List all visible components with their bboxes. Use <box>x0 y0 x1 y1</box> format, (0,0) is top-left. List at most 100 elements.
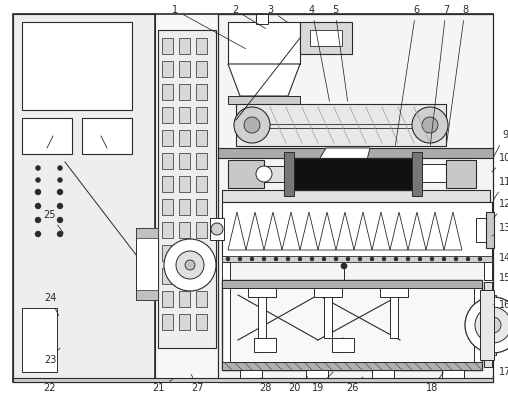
Text: 28: 28 <box>259 378 271 393</box>
Bar <box>162 107 173 123</box>
Bar <box>179 84 190 100</box>
Bar <box>162 291 173 307</box>
Text: 13: 13 <box>492 223 508 236</box>
Bar <box>162 199 173 215</box>
Circle shape <box>298 257 302 261</box>
Text: 25: 25 <box>44 210 64 233</box>
Bar <box>196 268 207 284</box>
Text: 2: 2 <box>232 5 266 29</box>
Text: 19: 19 <box>312 372 333 393</box>
Polygon shape <box>264 212 282 250</box>
Bar <box>196 107 207 123</box>
Circle shape <box>57 165 62 171</box>
Bar <box>162 268 173 284</box>
Polygon shape <box>354 212 372 250</box>
Bar <box>196 84 207 100</box>
Circle shape <box>430 257 434 261</box>
Polygon shape <box>390 212 408 250</box>
Bar <box>179 314 190 330</box>
Text: 14: 14 <box>493 253 508 263</box>
Bar <box>179 291 190 307</box>
Bar <box>300 22 352 54</box>
Text: 21: 21 <box>152 379 173 393</box>
Bar <box>162 176 173 192</box>
Polygon shape <box>228 64 300 96</box>
Text: 9: 9 <box>493 130 508 158</box>
Circle shape <box>465 297 508 353</box>
Bar <box>196 153 207 169</box>
Polygon shape <box>426 212 444 250</box>
Bar <box>218 14 493 382</box>
Polygon shape <box>336 212 354 250</box>
Bar <box>210 218 224 240</box>
Circle shape <box>286 257 290 261</box>
Circle shape <box>35 231 41 237</box>
Bar <box>306 370 328 382</box>
Bar <box>22 22 132 110</box>
Polygon shape <box>300 212 318 250</box>
Bar <box>484 262 492 280</box>
Polygon shape <box>372 212 390 250</box>
Bar <box>254 338 276 352</box>
Text: 22: 22 <box>40 378 56 393</box>
Bar <box>162 222 173 238</box>
Circle shape <box>478 257 482 261</box>
Bar <box>179 61 190 77</box>
Bar <box>412 152 422 196</box>
Bar <box>179 107 190 123</box>
Bar <box>136 228 158 300</box>
Bar <box>162 84 173 100</box>
Circle shape <box>185 260 195 270</box>
Circle shape <box>244 117 260 133</box>
Bar <box>82 118 132 154</box>
Bar <box>218 148 493 158</box>
Bar <box>222 256 492 262</box>
Bar <box>196 130 207 146</box>
Bar <box>314 288 342 297</box>
Polygon shape <box>408 212 426 250</box>
Text: 4: 4 <box>309 5 330 101</box>
Text: 3: 3 <box>267 5 288 22</box>
Bar <box>162 61 173 77</box>
Bar <box>22 308 57 372</box>
Circle shape <box>57 203 63 209</box>
Polygon shape <box>228 212 246 250</box>
Bar <box>258 296 266 338</box>
Circle shape <box>422 117 438 133</box>
Text: 23: 23 <box>44 348 60 365</box>
Text: 20: 20 <box>288 377 308 393</box>
Circle shape <box>256 166 272 182</box>
Bar <box>162 314 173 330</box>
Bar <box>324 296 332 338</box>
Bar <box>136 228 158 238</box>
Bar <box>230 288 474 362</box>
Bar <box>162 130 173 146</box>
Bar <box>484 282 492 367</box>
Text: 8: 8 <box>447 5 468 145</box>
Circle shape <box>418 257 422 261</box>
Bar <box>486 295 496 355</box>
Bar <box>222 280 482 370</box>
Bar <box>222 280 482 288</box>
Bar <box>228 96 300 104</box>
Circle shape <box>322 257 326 261</box>
Circle shape <box>164 239 216 291</box>
Circle shape <box>262 257 266 261</box>
Bar <box>332 338 354 352</box>
Circle shape <box>341 263 347 269</box>
Circle shape <box>176 251 204 279</box>
Text: 17: 17 <box>493 367 508 377</box>
Circle shape <box>406 257 410 261</box>
Bar <box>228 22 300 64</box>
Bar <box>179 153 190 169</box>
Bar <box>179 38 190 54</box>
Circle shape <box>310 257 314 261</box>
Bar <box>13 378 493 382</box>
Bar <box>162 245 173 261</box>
Bar <box>228 160 264 188</box>
Text: 5: 5 <box>332 5 347 101</box>
Bar <box>446 160 476 188</box>
Circle shape <box>35 203 41 209</box>
Bar <box>310 30 342 46</box>
Text: 27: 27 <box>191 375 204 393</box>
